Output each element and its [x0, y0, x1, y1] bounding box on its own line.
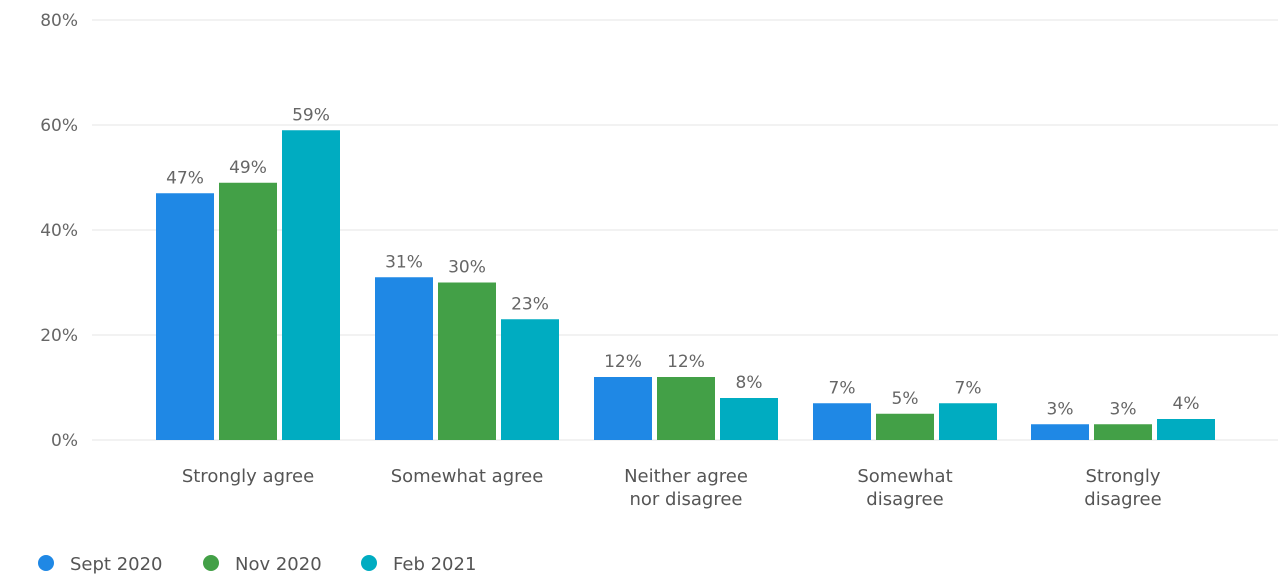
legend-label: Feb 2021: [393, 554, 476, 575]
y-tick-label: 60%: [40, 116, 78, 136]
data-label: 47%: [166, 168, 204, 188]
legend-marker: [38, 555, 54, 571]
y-tick-label: 0%: [51, 431, 78, 451]
category-label-line: Strongly: [1086, 466, 1161, 487]
bar: [1031, 424, 1089, 440]
data-label: 4%: [1173, 394, 1200, 414]
x-axis: Strongly agree Somewhat agree Neither agre…: [182, 466, 1162, 510]
data-label: 49%: [229, 158, 267, 178]
bar: [657, 377, 715, 440]
bar: [156, 193, 214, 440]
bar: [1157, 419, 1215, 440]
legend-label: Sept 2020: [70, 554, 163, 575]
bar: [876, 413, 934, 440]
bar: [939, 403, 997, 440]
category-label-line: Somewhat agree: [391, 466, 544, 487]
y-tick-label: 40%: [40, 221, 78, 241]
y-tick-label: 20%: [40, 326, 78, 346]
data-label: 5%: [892, 389, 919, 409]
y-tick-label: 80%: [40, 11, 78, 31]
data-label: 30%: [448, 258, 486, 278]
data-label: 12%: [604, 352, 642, 372]
legend-marker: [203, 555, 219, 571]
category-label-line: disagree: [866, 489, 943, 510]
category-label: Neither agree nor disagree: [624, 466, 748, 510]
data-label: 7%: [955, 378, 982, 398]
bar: [501, 319, 559, 440]
category-label: Somewhat agree: [391, 466, 544, 487]
bar: [720, 398, 778, 440]
data-label: 12%: [667, 352, 705, 372]
data-label: 3%: [1110, 399, 1137, 419]
bar: [219, 182, 277, 440]
bars: [156, 130, 1215, 440]
legend-marker: [361, 555, 377, 571]
bar: [375, 277, 433, 440]
bar: [282, 130, 340, 440]
category-label: Somewhat disagree: [857, 466, 952, 510]
data-label: 23%: [511, 294, 549, 314]
bar: [438, 282, 496, 440]
data-label: 7%: [829, 378, 856, 398]
bar: [813, 403, 871, 440]
data-label: 31%: [385, 252, 423, 272]
category-label-line: disagree: [1084, 489, 1161, 510]
bar: [594, 377, 652, 440]
category-label: Strongly disagree: [1084, 466, 1161, 510]
data-label: 8%: [736, 373, 763, 393]
y-axis: 0% 20% 40% 60% 80%: [40, 11, 78, 451]
legend: Sept 2020 Nov 2020 Feb 2021: [38, 554, 476, 575]
category-label-line: nor disagree: [630, 489, 743, 510]
data-label: 59%: [292, 105, 330, 125]
data-labels: 47% 31% 12% 7% 3% 49% 30% 12% 5% 3% 59% 23% 8% 7% 4%: [166, 105, 1199, 419]
category-label-line: Neither agree: [624, 466, 748, 487]
category-label-line: Strongly agree: [182, 466, 314, 487]
data-label: 3%: [1047, 399, 1074, 419]
category-label: Strongly agree: [182, 466, 314, 487]
category-label-line: Somewhat: [857, 466, 952, 487]
bar: [1094, 424, 1152, 440]
legend-label: Nov 2020: [235, 554, 322, 575]
